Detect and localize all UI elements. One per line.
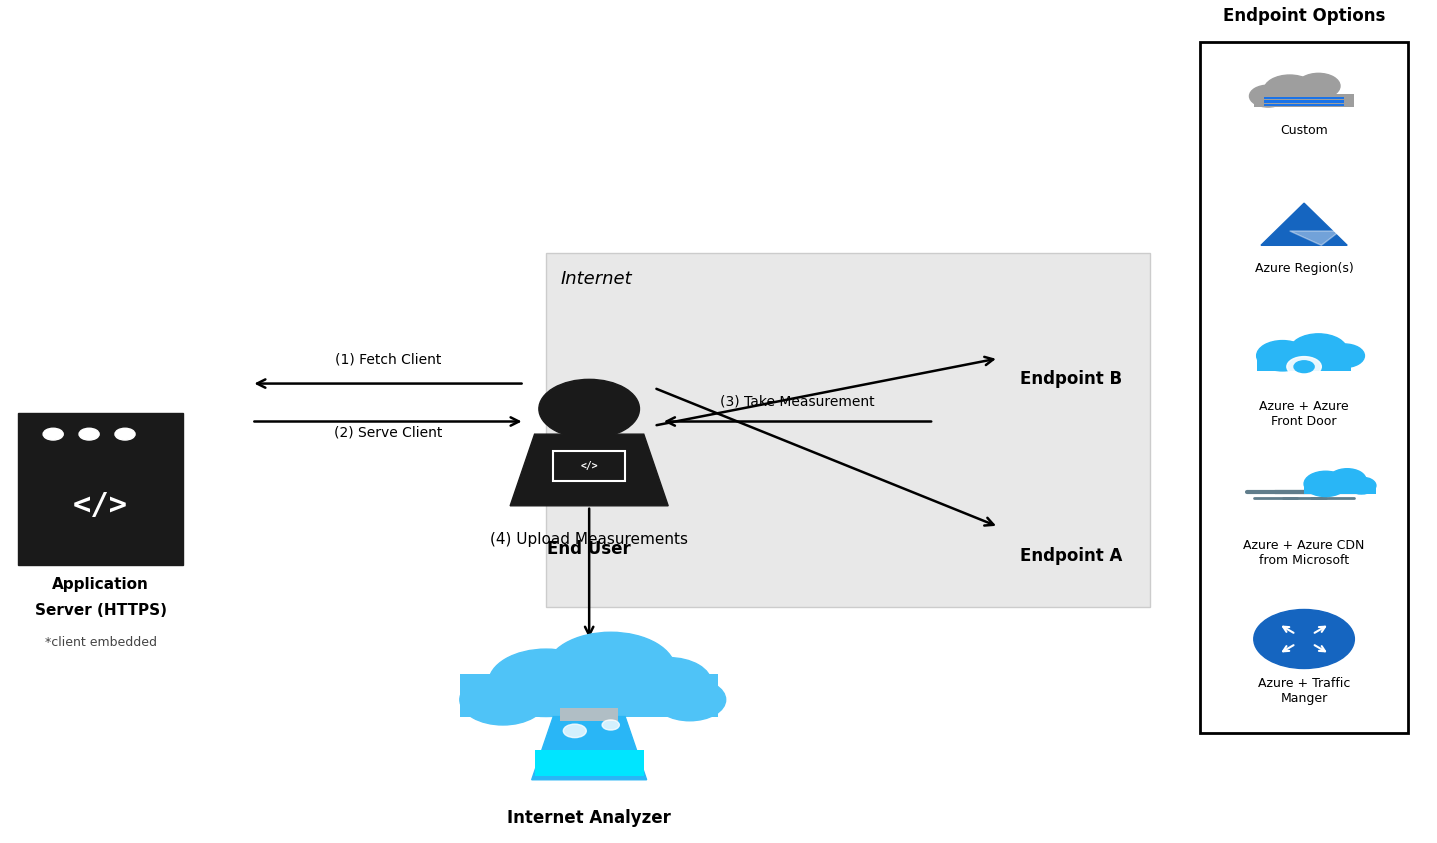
FancyBboxPatch shape [1200,42,1408,733]
FancyBboxPatch shape [560,708,618,721]
Circle shape [115,428,135,440]
Circle shape [1293,361,1313,373]
Text: Endpoint A: Endpoint A [1020,547,1122,566]
FancyBboxPatch shape [19,413,184,565]
Polygon shape [1262,203,1348,245]
Circle shape [79,428,99,440]
Circle shape [43,428,63,440]
Circle shape [546,632,675,708]
Text: Azure + Traffic
Manger: Azure + Traffic Manger [1257,677,1351,705]
Text: *client embedded: *client embedded [45,636,157,649]
Polygon shape [1290,231,1341,245]
Circle shape [1253,609,1354,668]
Text: </>: </> [73,491,128,520]
Text: Endpoint Options: Endpoint Options [1223,8,1385,25]
Circle shape [1296,73,1341,99]
Text: Endpoint B: Endpoint B [1020,370,1122,389]
Circle shape [602,720,619,730]
Text: Custom: Custom [1280,124,1328,137]
Text: Azure Region(s): Azure Region(s) [1255,262,1354,275]
FancyBboxPatch shape [1265,100,1345,103]
Circle shape [1290,334,1348,368]
Circle shape [1265,75,1316,105]
Text: Internet: Internet [560,270,632,287]
Polygon shape [532,717,647,780]
Circle shape [1288,357,1321,377]
FancyBboxPatch shape [535,750,644,776]
FancyBboxPatch shape [546,253,1150,607]
FancyBboxPatch shape [460,674,718,717]
Text: Application: Application [52,577,149,593]
Text: Server (HTTPS): Server (HTTPS) [34,603,167,618]
FancyBboxPatch shape [1256,352,1351,371]
FancyBboxPatch shape [1253,94,1354,107]
Text: (4) Upload Measurements: (4) Upload Measurements [490,532,688,547]
FancyBboxPatch shape [1265,97,1345,99]
Circle shape [1256,341,1309,371]
Text: (3) Take Measurement: (3) Take Measurement [720,395,875,409]
Circle shape [563,724,586,738]
Circle shape [1249,85,1288,107]
Text: End User: End User [547,540,631,557]
Text: (1) Fetch Client: (1) Fetch Client [335,352,441,367]
Circle shape [1328,469,1367,491]
Text: Internet Analyzer: Internet Analyzer [507,809,671,827]
FancyBboxPatch shape [1265,104,1345,106]
Circle shape [489,649,604,717]
Circle shape [460,674,546,725]
Circle shape [1348,477,1377,494]
Circle shape [625,658,711,708]
Text: </>: </> [581,461,598,470]
Text: (2) Serve Client: (2) Serve Client [333,426,443,440]
Circle shape [654,679,726,721]
Text: Azure + Azure CDN
from Microsoft: Azure + Azure CDN from Microsoft [1243,539,1365,566]
Text: Azure + Azure
Front Door: Azure + Azure Front Door [1259,400,1349,428]
Polygon shape [510,434,668,506]
Circle shape [1305,471,1348,497]
Circle shape [539,379,639,438]
Circle shape [1325,344,1365,368]
FancyBboxPatch shape [553,451,625,481]
FancyBboxPatch shape [1305,483,1377,494]
